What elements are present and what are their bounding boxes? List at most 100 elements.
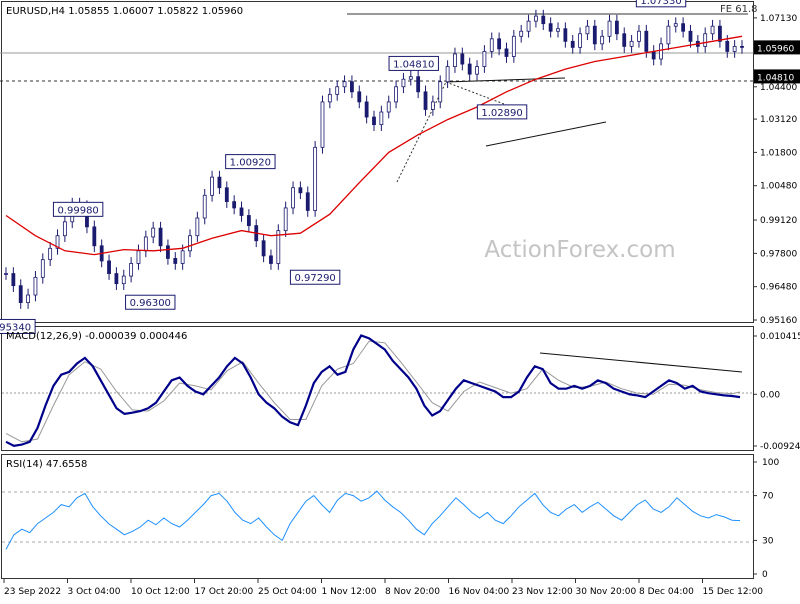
price-candle bbox=[143, 236, 148, 252]
price-tag-box bbox=[754, 69, 800, 84]
annotation-label: 1.00920 bbox=[230, 158, 271, 169]
price-candle bbox=[55, 235, 60, 249]
price-candle bbox=[305, 192, 310, 211]
x-tick-label: 8 Nov 20:00 bbox=[385, 587, 440, 597]
time-x-axis: 23 Sep 2022 3 Oct 04:00 10 Oct 12:00 17 Oct… bbox=[3, 579, 763, 597]
price-y-tick-label: 1.07130 bbox=[760, 14, 797, 24]
macd-trendline bbox=[539, 352, 743, 373]
annotation-box bbox=[289, 269, 341, 285]
price-candle bbox=[246, 215, 251, 226]
price-candle bbox=[173, 258, 178, 264]
x-tick-label: 25 Oct 04:00 bbox=[258, 587, 317, 597]
price-candle bbox=[556, 28, 560, 32]
price-candle bbox=[423, 91, 428, 110]
price-candle bbox=[18, 285, 23, 303]
price-candle bbox=[408, 76, 413, 80]
price-candle bbox=[703, 33, 708, 47]
price-candle bbox=[666, 25, 671, 45]
rsi-layer bbox=[5, 490, 741, 550]
price-candle bbox=[622, 33, 627, 47]
x-tick-label: 16 Nov 04:00 bbox=[449, 587, 510, 597]
macd-y-tick-label: 0.010415 bbox=[760, 332, 800, 342]
price-annotation: 0.99980 bbox=[52, 201, 104, 217]
price-candle bbox=[534, 15, 538, 22]
price-annotation: 1.07330 bbox=[635, 0, 687, 8]
price-candle bbox=[217, 176, 222, 189]
price-candle bbox=[688, 30, 693, 42]
price-candle bbox=[497, 38, 502, 50]
price-candle bbox=[372, 116, 376, 126]
rsi-panel-header: RSI(14) 47.6558 bbox=[6, 459, 87, 470]
price-candle bbox=[732, 45, 737, 52]
price-annotations: 1.07330 1.04810 1.02890 1.00920 0.99980 0.963… bbox=[0, 0, 687, 334]
price-candle bbox=[121, 275, 126, 285]
price-candle bbox=[158, 227, 163, 247]
trendline-bottom bbox=[485, 121, 607, 147]
annotation-label: 0.96300 bbox=[130, 298, 171, 309]
moving-average-line bbox=[5, 35, 743, 256]
price-y-tick-label: 0.95160 bbox=[760, 316, 797, 326]
price-annotation: 1.02890 bbox=[476, 104, 528, 120]
price-y-tick-label: 1.01800 bbox=[760, 148, 797, 158]
x-tick-label: 3 Oct 04:00 bbox=[68, 587, 121, 597]
price-candle bbox=[107, 260, 111, 274]
price-candle bbox=[718, 25, 722, 42]
price-y-tick-label: 0.96480 bbox=[760, 283, 797, 293]
price-candle bbox=[364, 101, 369, 118]
macd-layer bbox=[5, 334, 741, 447]
price-candle bbox=[114, 273, 119, 285]
price-y-tick-label: 1.03120 bbox=[760, 115, 797, 125]
price-candle bbox=[644, 30, 649, 52]
rsi-y-tick-label: 30 bbox=[762, 536, 774, 546]
price-candle bbox=[33, 276, 38, 296]
price-candle bbox=[563, 28, 568, 42]
price-y-axis: 1.07130 1.04400 1.03120 1.01800 1.00480 0.991… bbox=[753, 14, 797, 326]
price-candle bbox=[4, 273, 8, 275]
price-candle bbox=[600, 35, 605, 45]
price-candle bbox=[637, 30, 641, 42]
price-candle bbox=[475, 66, 479, 75]
fib-extension-label: FE 61.8 bbox=[720, 4, 758, 15]
price-candle bbox=[283, 207, 288, 232]
price-candle bbox=[651, 51, 656, 60]
price-candle bbox=[548, 23, 553, 32]
x-tick-label: 30 Nov 20:00 bbox=[576, 587, 637, 597]
macd-signal-line bbox=[5, 340, 741, 443]
price-candle bbox=[659, 43, 663, 60]
price-candle bbox=[298, 187, 303, 194]
price-annotation: 0.95340 bbox=[0, 318, 36, 334]
price-tags: 1.05960 1.04810 bbox=[754, 40, 800, 84]
price-candle bbox=[519, 30, 524, 37]
annotation-box bbox=[388, 55, 439, 71]
price-candle bbox=[460, 53, 465, 65]
x-tick-label: 17 Oct 20:00 bbox=[195, 587, 254, 597]
price-y-tick-label: 1.04400 bbox=[760, 83, 797, 93]
trendline-top bbox=[445, 77, 566, 83]
price-candle bbox=[541, 15, 546, 25]
macd-y-tick-label: -0.009244 bbox=[760, 442, 800, 452]
price-candle bbox=[92, 226, 97, 247]
price-candle bbox=[224, 187, 229, 203]
price-candle bbox=[166, 245, 170, 259]
price-candle bbox=[232, 201, 237, 209]
price-candle bbox=[467, 63, 472, 75]
annotation-label: 1.04810 bbox=[393, 59, 434, 70]
annotation-box bbox=[125, 294, 176, 310]
price-candle bbox=[269, 255, 273, 264]
macd-y-axis: 0.010415 0.00 -0.009244 bbox=[753, 332, 800, 452]
price-layer bbox=[4, 9, 744, 309]
price-candle bbox=[210, 176, 214, 196]
price-candle bbox=[681, 23, 686, 32]
annotation-box bbox=[476, 104, 528, 120]
price-candle bbox=[357, 91, 362, 103]
annotation-box bbox=[52, 201, 104, 217]
x-tick-label: 23 Nov 12:00 bbox=[512, 587, 573, 597]
price-panel-frame bbox=[1, 1, 754, 323]
price-candle bbox=[725, 40, 730, 52]
price-candle bbox=[151, 227, 156, 238]
rsi-y-tick-label: 70 bbox=[762, 492, 774, 502]
annotation-label: 0.95340 bbox=[0, 322, 31, 333]
annotation-label: 0.97290 bbox=[294, 273, 335, 284]
